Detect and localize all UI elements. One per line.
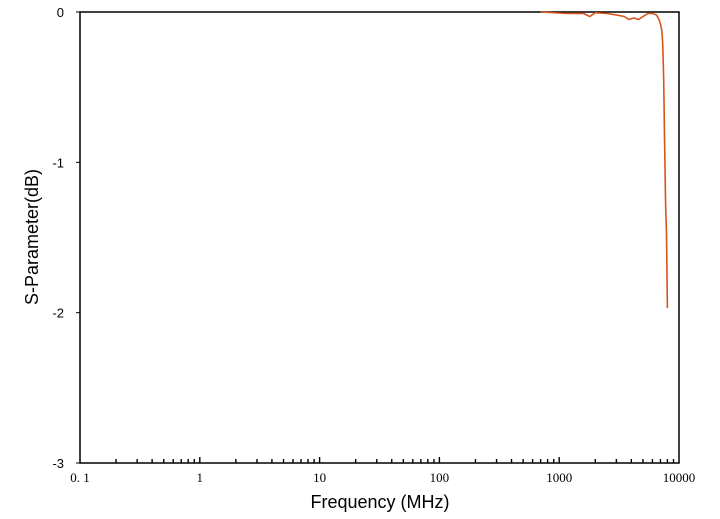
- x-tick-label: 100: [430, 470, 450, 485]
- ticks-layer: 0 -1 -2 -3 0. 1 1 10 100 1000 10000: [52, 5, 695, 485]
- plot-frame: [79, 11, 680, 464]
- x-tick-label: 1000: [546, 470, 572, 485]
- x-tick-label: 10: [313, 470, 326, 485]
- y-tick-label: -2: [52, 306, 64, 321]
- y-tick-label: -3: [52, 456, 64, 471]
- y-tick-label: 0: [57, 5, 64, 20]
- y-axis-title: S-Parameter(dB): [22, 169, 42, 305]
- x-tick-label: 10000: [663, 470, 696, 485]
- x-tick-label: 1: [197, 470, 204, 485]
- series-layer: [540, 11, 669, 309]
- series-line: [540, 11, 669, 309]
- x-axis-title: Frequency (MHz): [310, 492, 449, 512]
- y-tick-label: -1: [52, 155, 64, 170]
- x-tick-label: 0. 1: [70, 470, 90, 485]
